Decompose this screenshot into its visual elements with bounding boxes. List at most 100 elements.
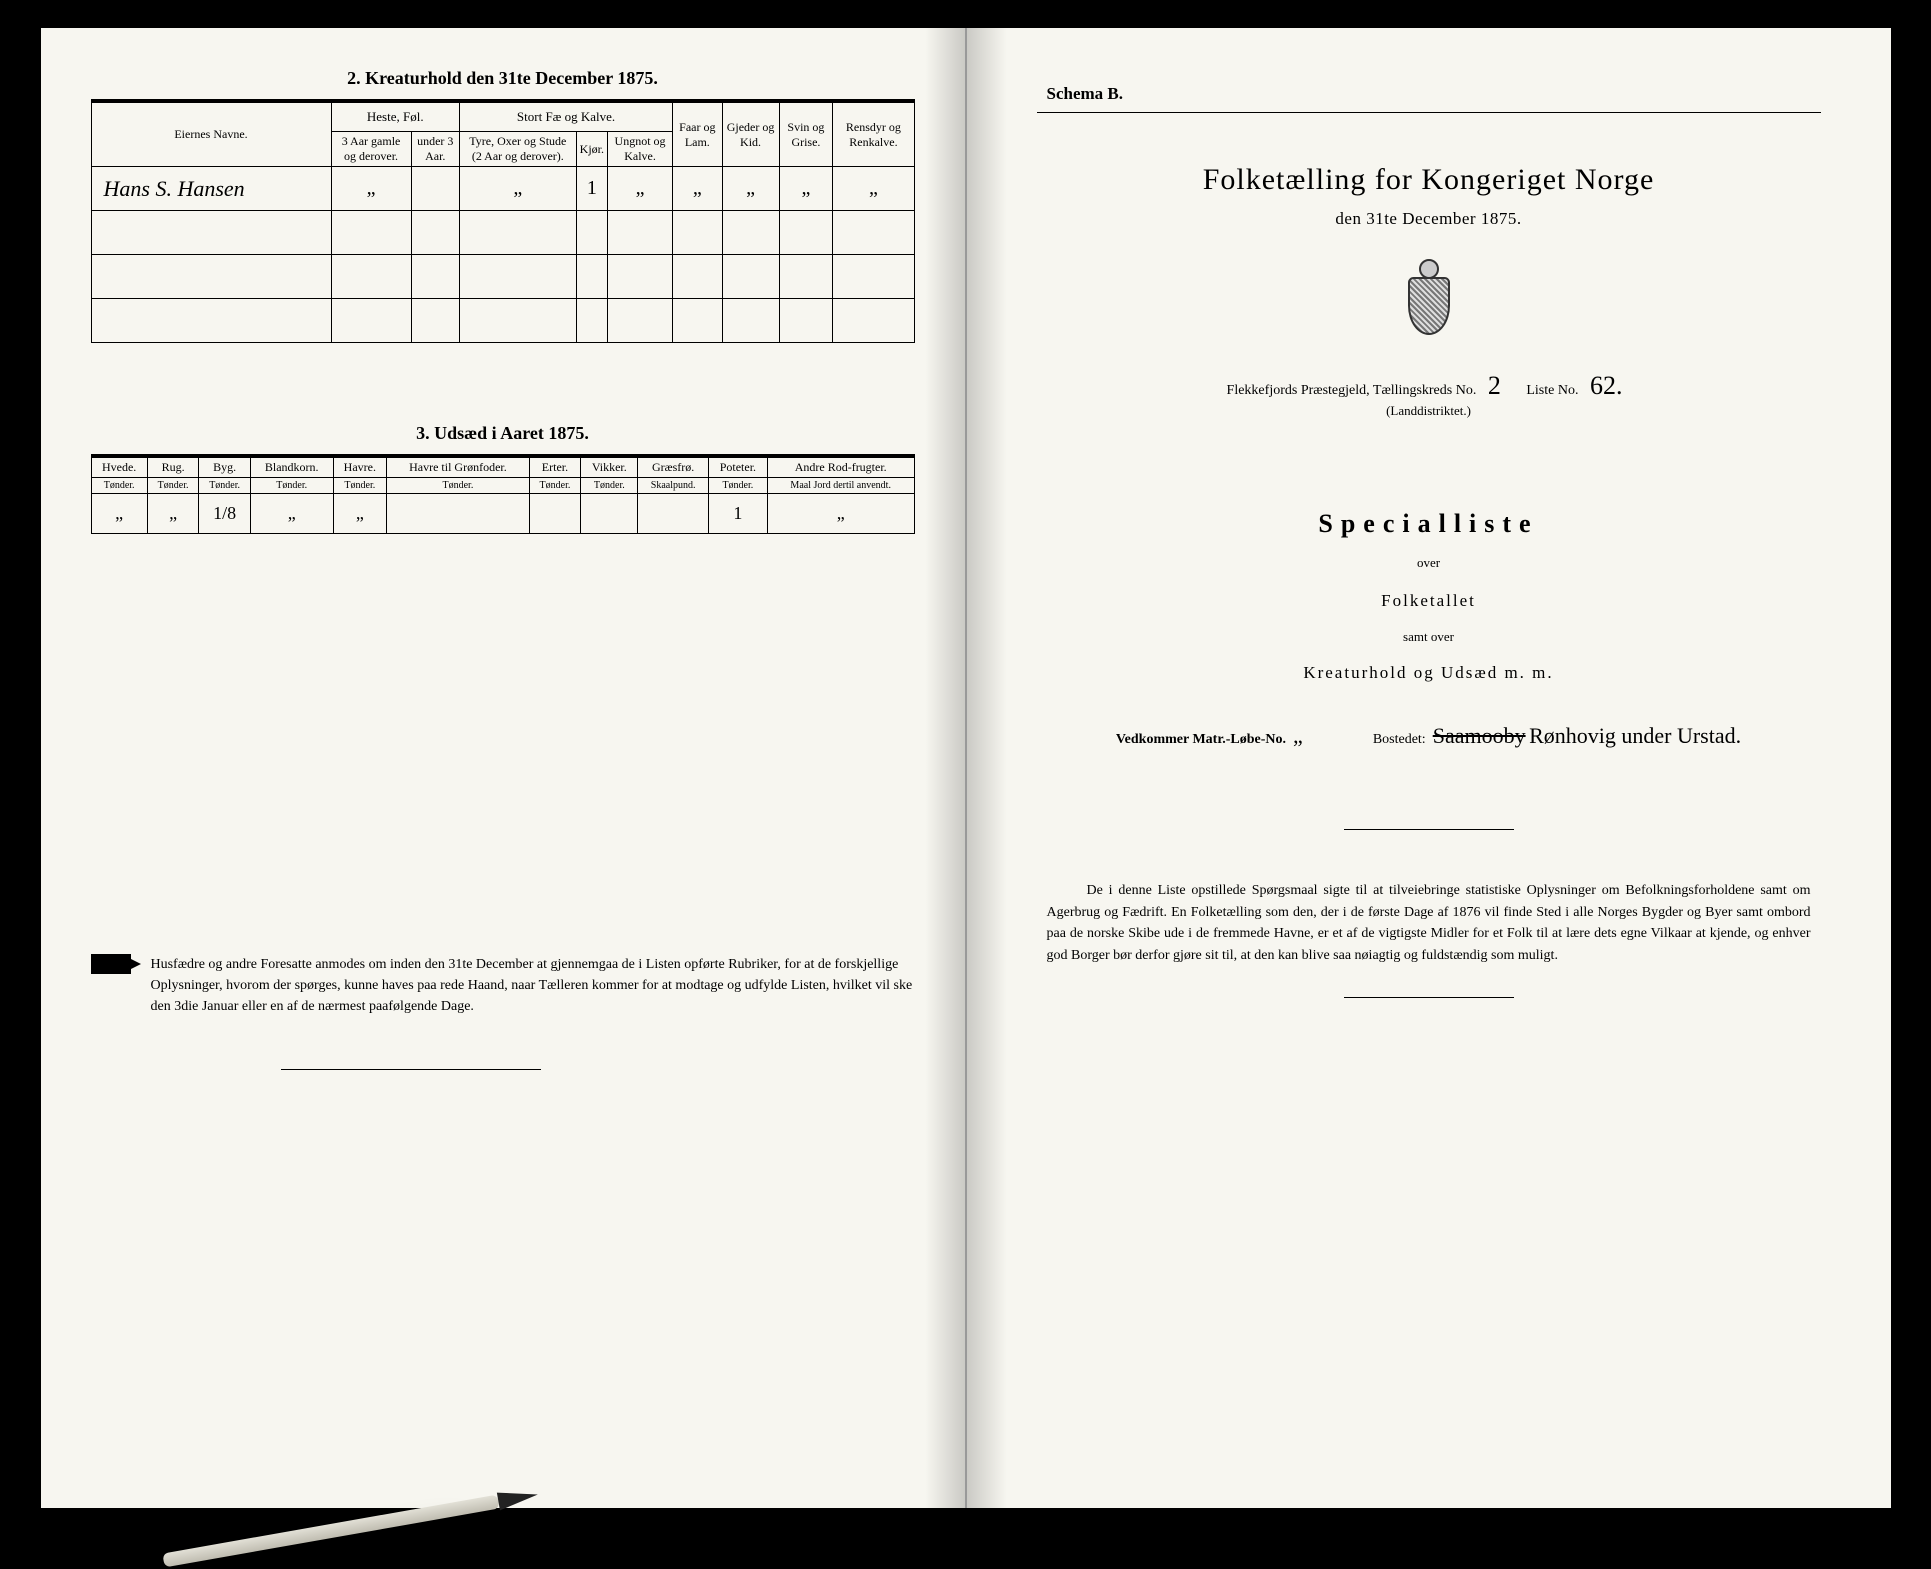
value-cell	[608, 255, 673, 299]
landdistrikt-label: (Landdistriktet.)	[1017, 403, 1841, 419]
samt-label: samt over	[1017, 629, 1841, 645]
value-cell: „	[673, 167, 722, 211]
kreds-number: 2	[1480, 371, 1509, 400]
bottom-paragraph: De i denne Liste opstillede Spørgsmaal s…	[1047, 880, 1811, 967]
col-svin: Svin og Grise.	[779, 103, 833, 167]
col-stort-3: Ungnot og Kalve.	[608, 132, 673, 167]
value-cell: 1/8	[199, 494, 251, 534]
value-cell	[581, 494, 638, 534]
col-unit: Tønder.	[387, 478, 530, 494]
value-cell	[638, 494, 708, 534]
value-cell	[331, 299, 411, 343]
table-row	[91, 299, 914, 343]
value-cell: „	[767, 494, 914, 534]
value-cell	[722, 211, 779, 255]
owner-cell: Hans S. Hansen	[91, 167, 331, 211]
col-faar: Faar og Lam.	[673, 103, 722, 167]
value-cell: „	[333, 494, 387, 534]
col-gjeder: Gjeder og Kid.	[722, 103, 779, 167]
col-header: Vikker.	[581, 458, 638, 478]
col-unit: Tønder.	[581, 478, 638, 494]
col-owner: Eiernes Navne.	[91, 103, 331, 167]
col-unit: Tønder.	[529, 478, 581, 494]
value-cell: „	[459, 167, 576, 211]
coat-of-arms-icon	[1402, 265, 1456, 335]
pointing-hand-icon	[91, 954, 131, 974]
value-cell	[833, 255, 914, 299]
udsaed-table: Hvede.Rug.Byg.Blandkorn.Havre.Havre til …	[91, 457, 915, 534]
value-cell	[673, 299, 722, 343]
value-cell	[779, 255, 833, 299]
value-cell: „	[147, 494, 199, 534]
value-cell	[722, 299, 779, 343]
col-rensdyr: Rensdyr og Renkalve.	[833, 103, 914, 167]
value-cell	[673, 255, 722, 299]
col-group-stort: Stort Fæ og Kalve.	[459, 103, 672, 132]
divider	[1344, 997, 1514, 998]
footnote-text: Husfædre og andre Foresatte anmodes om i…	[151, 957, 913, 1014]
col-unit: Maal Jord dertil anvendt.	[767, 478, 914, 494]
table-row	[91, 255, 914, 299]
kreaturhold-label: Kreaturhold og Udsæd m. m.	[1017, 663, 1841, 683]
vedkommer-row: Vedkommer Matr.-Løbe-No. „ Bostedet: Saa…	[1017, 723, 1841, 749]
value-cell: 1	[576, 167, 607, 211]
value-cell: „	[779, 167, 833, 211]
schema-label: Schema B.	[1047, 84, 1841, 104]
value-cell	[411, 299, 459, 343]
value-cell	[459, 255, 576, 299]
col-header: Blandkorn.	[250, 458, 333, 478]
value-cell: „	[833, 167, 914, 211]
footnote: Husfædre og andre Foresatte anmodes om i…	[91, 954, 915, 1017]
col-unit: Skaalpund.	[638, 478, 708, 494]
table-row	[91, 211, 914, 255]
value-cell	[331, 255, 411, 299]
col-header: Byg.	[199, 458, 251, 478]
value-cell	[411, 211, 459, 255]
value-cell	[459, 299, 576, 343]
value-cell	[722, 255, 779, 299]
liste-label: Liste No.	[1526, 383, 1578, 398]
col-header: Poteter.	[708, 458, 767, 478]
owner-cell	[91, 211, 331, 255]
value-cell	[411, 167, 459, 211]
value-cell	[331, 211, 411, 255]
col-header: Andre Rod-frugter.	[767, 458, 914, 478]
col-stort-2: Kjør.	[576, 132, 607, 167]
vedkommer-label: Vedkommer Matr.-Løbe-No.	[1116, 732, 1286, 747]
parish-prefix: Flekkefjords Præstegjeld, Tællingskreds …	[1227, 383, 1477, 398]
liste-number: 62.	[1582, 371, 1631, 400]
col-unit: Tønder.	[199, 478, 251, 494]
specialliste-heading: Specialliste	[1017, 509, 1841, 539]
col-heste-2: under 3 Aar.	[411, 132, 459, 167]
page-title: Folketælling for Kongeriget Norge	[1017, 163, 1841, 197]
table-row: Hans S. Hansen„„1„„„„„	[91, 167, 914, 211]
owner-cell	[91, 255, 331, 299]
value-cell	[576, 255, 607, 299]
value-cell	[608, 299, 673, 343]
value-cell: „	[608, 167, 673, 211]
col-heste-1: 3 Aar gamle og derover.	[331, 132, 411, 167]
folketallet-label: Folketallet	[1017, 591, 1841, 611]
value-cell: „	[331, 167, 411, 211]
value-cell: „	[722, 167, 779, 211]
value-cell	[576, 299, 607, 343]
col-unit: Tønder.	[147, 478, 199, 494]
col-unit: Tønder.	[708, 478, 767, 494]
col-unit: Tønder.	[250, 478, 333, 494]
rule	[1037, 112, 1821, 113]
value-cell	[411, 255, 459, 299]
value-cell: 1	[708, 494, 767, 534]
signature-line	[281, 1069, 541, 1070]
value-cell	[833, 211, 914, 255]
col-unit: Tønder.	[91, 478, 147, 494]
col-header: Havre til Grønfoder.	[387, 458, 530, 478]
value-cell	[576, 211, 607, 255]
col-header: Hvede.	[91, 458, 147, 478]
pen-overlay	[162, 1495, 499, 1568]
col-header: Erter.	[529, 458, 581, 478]
bostedet-value: Rønhovig under Urstad.	[1529, 723, 1741, 748]
bostedet-struck: Saamooby	[1433, 723, 1526, 748]
col-group-heste: Heste, Føl.	[331, 103, 459, 132]
divider	[1344, 829, 1514, 830]
value-cell	[779, 211, 833, 255]
